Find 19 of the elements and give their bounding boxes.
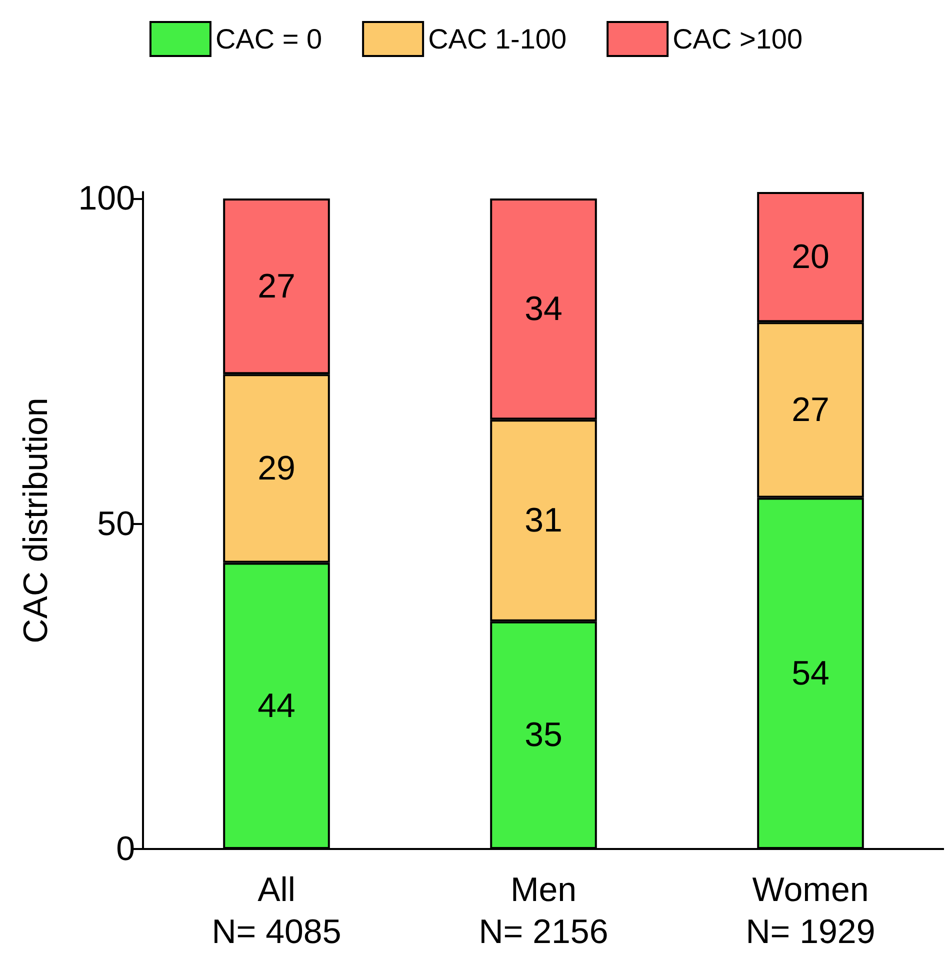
- data-label: 35: [524, 716, 562, 754]
- data-label: 31: [524, 502, 562, 540]
- x-tick-label: Men N= 2156: [478, 871, 608, 951]
- data-label: 44: [258, 686, 296, 725]
- data-label: 34: [524, 290, 562, 328]
- legend-label: CAC >100: [672, 24, 803, 54]
- data-label: 29: [258, 449, 296, 488]
- data-label: 20: [792, 238, 830, 276]
- y-tick-label: 50: [97, 504, 135, 543]
- legend-label: CAC 1-100: [428, 24, 567, 54]
- x-tick-label: All N= 4085: [212, 871, 342, 951]
- y-tick-label: 100: [78, 180, 135, 218]
- data-label: 27: [258, 267, 296, 306]
- data-label: 27: [792, 390, 830, 429]
- data-label: 54: [792, 654, 830, 692]
- x-tick-label: Women N= 1929: [746, 871, 876, 951]
- y-tick-label: 0: [116, 830, 135, 868]
- y-axis-title: CAC distribution: [17, 398, 55, 644]
- legend-label: CAC = 0: [215, 24, 322, 54]
